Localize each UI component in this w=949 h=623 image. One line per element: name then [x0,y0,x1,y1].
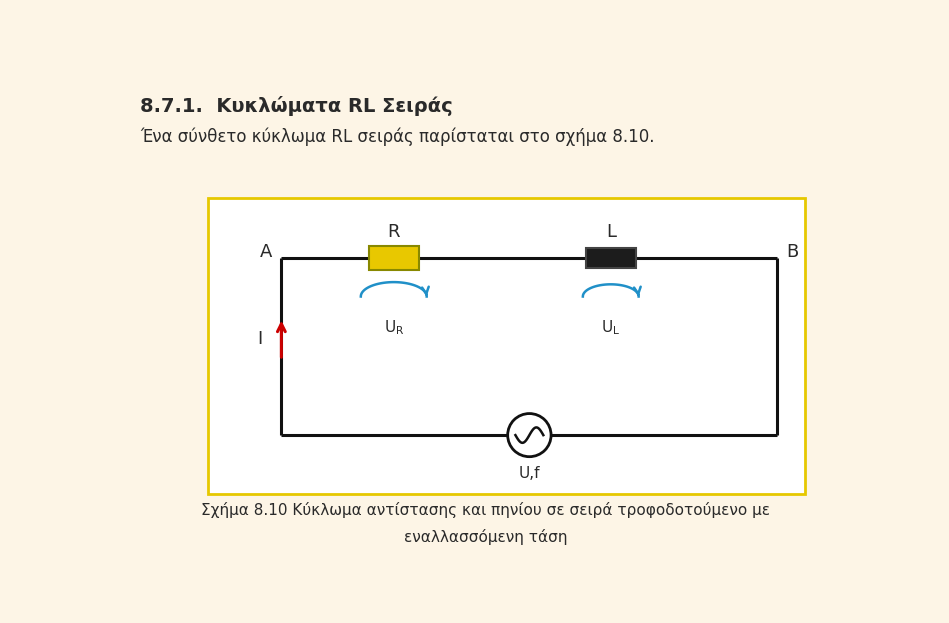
Text: B: B [787,243,799,261]
Bar [369,247,419,270]
Text: Ένα σύνθετο κύκλωμα RL σειράς παρίσταται στο σχήμα 8.10.: Ένα σύνθετο κύκλωμα RL σειράς παρίσταται… [140,127,655,146]
Text: U$_\mathregular{R}$: U$_\mathregular{R}$ [383,318,404,337]
Text: U,f: U,f [518,466,540,481]
Text: R: R [387,223,400,241]
Text: 8.7.1.  Κυκλώματα RL Σειράς: 8.7.1. Κυκλώματα RL Σειράς [140,97,453,117]
Text: U$_\mathregular{L}$: U$_\mathregular{L}$ [602,318,621,337]
Bar [586,249,636,268]
Text: A: A [260,243,272,261]
Text: L: L [605,223,616,241]
Text: εναλλασσόμενη τάση: εναλλασσόμενη τάση [404,529,568,545]
Circle shape [508,414,551,457]
Text: I: I [257,330,262,348]
FancyBboxPatch shape [208,198,805,495]
Text: Σχήμα 8.10 Κύκλωμα αντίστασης και πηνίου σε σειρά τροφοδοτούμενο με: Σχήμα 8.10 Κύκλωμα αντίστασης και πηνίου… [201,502,771,518]
